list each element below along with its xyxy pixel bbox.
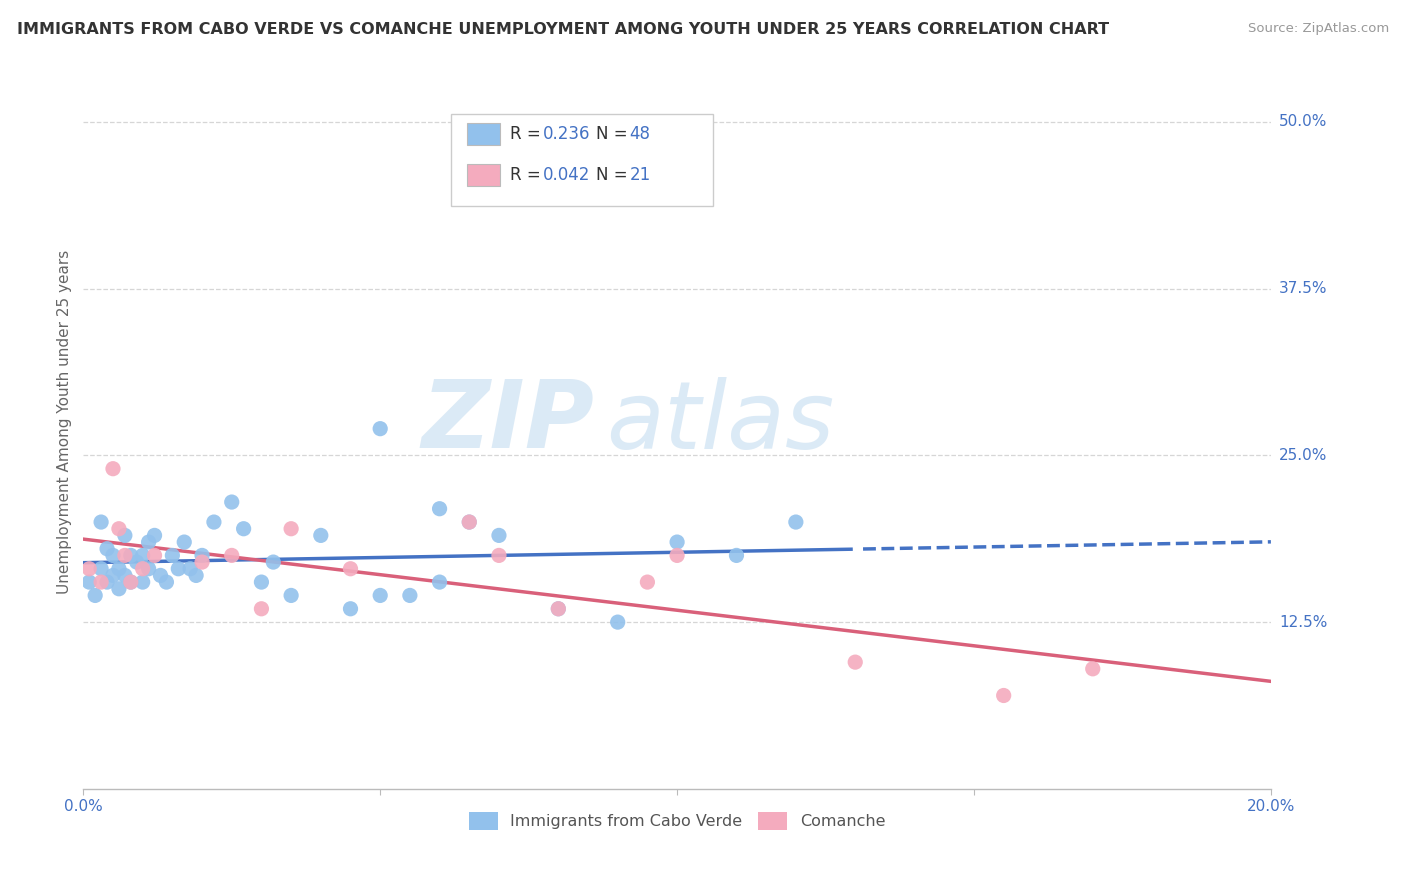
Point [101,568,124,582]
Point [179,562,201,576]
Point [250,575,273,590]
Point [191,549,214,563]
Point [232,522,254,536]
Text: 25.0%: 25.0% [1279,448,1327,463]
Point [155,575,177,590]
Point [429,575,451,590]
Point [167,562,190,576]
Point [429,501,451,516]
Point [606,615,628,629]
Point [309,528,332,542]
Point [250,601,273,615]
Point [120,575,142,590]
Point [547,601,569,615]
Point [138,562,160,576]
Text: 50.0%: 50.0% [1279,114,1327,129]
Point [280,522,302,536]
Point [368,589,391,603]
Text: 37.5%: 37.5% [1279,281,1327,296]
Point [138,535,160,549]
Point [488,549,510,563]
Point [666,535,689,549]
Point [262,555,284,569]
Point [101,549,124,563]
Y-axis label: Unemployment Among Youth under 25 years: Unemployment Among Youth under 25 years [58,250,72,594]
Point [280,589,302,603]
Point [77,575,100,590]
Point [108,582,131,596]
Point [131,549,153,563]
Point [143,549,166,563]
Point [458,515,481,529]
Point [108,522,131,536]
Point [368,422,391,436]
Point [114,549,136,563]
Point [191,555,214,569]
Text: Source: ZipAtlas.com: Source: ZipAtlas.com [1249,22,1389,36]
Point [77,562,100,576]
Text: R =: R = [509,166,546,184]
Point [101,461,124,475]
Text: ZIP: ZIP [420,376,593,468]
Point [114,568,136,582]
Point [184,568,207,582]
Text: 0.236: 0.236 [543,126,591,144]
Text: atlas: atlas [606,376,834,467]
Point [114,528,136,542]
Text: 0.042: 0.042 [543,166,591,184]
Point [96,541,118,556]
Text: N =: N = [596,166,633,184]
Text: IMMIGRANTS FROM CABO VERDE VS COMANCHE UNEMPLOYMENT AMONG YOUTH UNDER 25 YEARS C: IMMIGRANTS FROM CABO VERDE VS COMANCHE U… [17,22,1109,37]
Point [993,689,1015,703]
Point [1081,662,1104,676]
Point [339,562,361,576]
Point [96,575,118,590]
Point [725,549,748,563]
Point [547,601,569,615]
Point [636,575,658,590]
Point [399,589,422,603]
Point [90,575,112,590]
Point [458,515,481,529]
Text: 48: 48 [630,126,651,144]
Legend: Immigrants from Cabo Verde, Comanche: Immigrants from Cabo Verde, Comanche [463,805,891,836]
Point [131,562,153,576]
Point [90,562,112,576]
Text: N =: N = [596,126,633,144]
Point [488,528,510,542]
Point [84,589,107,603]
Point [844,655,866,669]
Point [202,515,225,529]
Point [666,549,689,563]
FancyBboxPatch shape [451,114,713,205]
Point [339,601,361,615]
Point [221,495,243,509]
Point [221,549,243,563]
Text: 12.5%: 12.5% [1279,615,1327,630]
Point [120,549,142,563]
Point [108,562,131,576]
Text: 21: 21 [630,166,651,184]
Text: R =: R = [509,126,546,144]
Point [785,515,807,529]
Point [143,528,166,542]
Point [131,575,153,590]
Point [120,575,142,590]
FancyBboxPatch shape [467,123,501,145]
Point [173,535,195,549]
FancyBboxPatch shape [467,164,501,186]
Point [125,555,148,569]
Point [90,515,112,529]
Point [162,549,184,563]
Point [149,568,172,582]
